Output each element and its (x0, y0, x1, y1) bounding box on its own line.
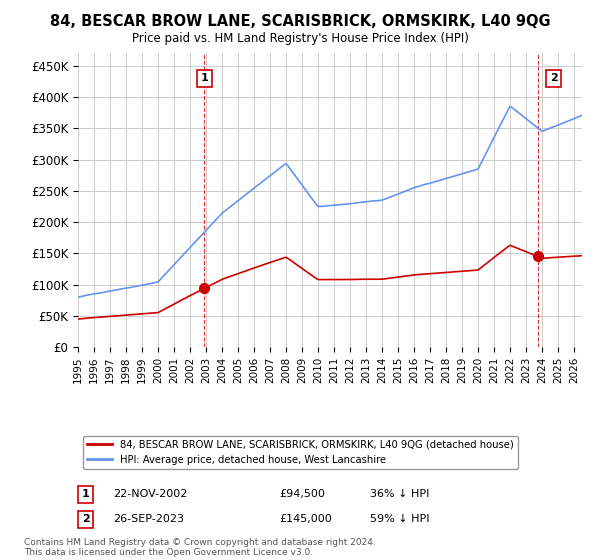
Text: £94,500: £94,500 (280, 489, 325, 499)
Text: 22-NOV-2002: 22-NOV-2002 (113, 489, 188, 499)
Text: 26-SEP-2023: 26-SEP-2023 (113, 514, 184, 524)
Text: £145,000: £145,000 (280, 514, 332, 524)
Text: 1: 1 (82, 489, 89, 499)
Text: 84, BESCAR BROW LANE, SCARISBRICK, ORMSKIRK, L40 9QG: 84, BESCAR BROW LANE, SCARISBRICK, ORMSK… (50, 14, 550, 29)
Text: 59% ↓ HPI: 59% ↓ HPI (370, 514, 430, 524)
Text: Price paid vs. HM Land Registry's House Price Index (HPI): Price paid vs. HM Land Registry's House … (131, 32, 469, 45)
Text: 1: 1 (200, 73, 208, 83)
Text: 2: 2 (550, 73, 557, 83)
Text: 2: 2 (82, 514, 89, 524)
Legend: 84, BESCAR BROW LANE, SCARISBRICK, ORMSKIRK, L40 9QG (detached house), HPI: Aver: 84, BESCAR BROW LANE, SCARISBRICK, ORMSK… (83, 436, 518, 469)
Text: 36% ↓ HPI: 36% ↓ HPI (370, 489, 430, 499)
Text: Contains HM Land Registry data © Crown copyright and database right 2024.
This d: Contains HM Land Registry data © Crown c… (24, 538, 376, 557)
